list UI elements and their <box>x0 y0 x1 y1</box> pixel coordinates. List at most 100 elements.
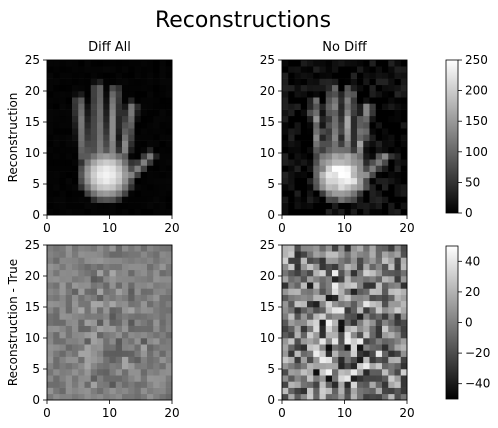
heatmap-cell <box>78 387 85 395</box>
heatmap-cell <box>382 245 389 252</box>
heatmap-cell <box>332 134 339 141</box>
heatmap-cell <box>134 294 142 302</box>
heatmap-cell <box>53 375 60 382</box>
heatmap-cell <box>344 350 352 357</box>
heatmap-cell <box>165 177 173 185</box>
heatmap-cell <box>128 66 135 73</box>
heatmap-cell <box>103 350 110 357</box>
heatmap-cell <box>115 313 123 320</box>
heatmap-cell <box>103 115 110 123</box>
heatmap-cell <box>134 393 142 401</box>
heatmap-cell <box>134 276 142 283</box>
heatmap-cell <box>375 369 383 376</box>
heatmap-cell <box>332 313 339 320</box>
heatmap-cell <box>332 115 339 123</box>
heatmap-cell <box>47 171 54 179</box>
x-tick-label: 0 <box>43 406 51 420</box>
heatmap-cell <box>288 171 295 179</box>
heatmap-cell <box>400 153 408 160</box>
heatmap-cell <box>165 109 173 117</box>
heatmap-cell <box>47 91 54 98</box>
heatmap-cell <box>165 276 173 283</box>
heatmap-cell <box>282 350 289 357</box>
heatmap-cell <box>382 263 389 271</box>
heatmap-cell <box>153 109 160 117</box>
heatmap-cell <box>357 319 364 326</box>
heatmap-cell <box>282 146 289 154</box>
heatmap-cell <box>357 269 364 277</box>
heatmap-cell <box>153 251 160 258</box>
heatmap-cell <box>59 109 67 117</box>
heatmap-cell <box>128 325 135 333</box>
heatmap-cell <box>288 91 295 98</box>
heatmap-cell <box>84 140 92 148</box>
heatmap-cell <box>282 165 289 172</box>
heatmap-cell <box>338 134 345 141</box>
heatmap-cell <box>47 177 54 185</box>
x-tick-label: 20 <box>164 221 179 235</box>
heatmap-cell <box>338 140 345 148</box>
heatmap-cell <box>140 282 148 289</box>
heatmap-cell <box>147 387 154 395</box>
heatmap-cell <box>313 300 320 308</box>
heatmap-cell <box>350 251 358 258</box>
heatmap-cell <box>369 159 377 166</box>
heatmap-cell <box>140 190 148 197</box>
heatmap-cell <box>332 103 339 110</box>
heatmap-cell <box>65 393 73 401</box>
heatmap-cell <box>400 109 408 117</box>
heatmap-cell <box>147 109 154 117</box>
heatmap-cell <box>72 362 79 370</box>
heatmap-cell <box>319 134 327 141</box>
heatmap-cell <box>332 344 339 351</box>
heatmap-cell <box>59 66 67 73</box>
heatmap-cell <box>350 134 358 141</box>
heatmap-cell <box>282 263 289 271</box>
heatmap-cell <box>103 257 110 264</box>
heatmap-cell <box>400 350 408 357</box>
heatmap-cell <box>90 375 98 382</box>
heatmap-cell <box>332 381 339 388</box>
heatmap-cell <box>313 84 320 92</box>
heatmap-cell <box>357 109 364 117</box>
heatmap-cell <box>400 381 408 388</box>
heatmap-cell <box>338 387 345 395</box>
heatmap-cell <box>78 313 85 320</box>
heatmap-cell <box>325 165 333 172</box>
heatmap-cell <box>97 190 104 197</box>
heatmap-cell <box>53 245 60 252</box>
heatmap-cell <box>53 288 60 295</box>
heatmap-cell <box>282 97 289 104</box>
heatmap-cell <box>300 393 308 401</box>
heatmap-cell <box>78 381 85 388</box>
heatmap-cell <box>369 140 377 148</box>
heatmap-cell <box>282 202 289 210</box>
heatmap-cell <box>369 251 377 258</box>
heatmap-cell <box>313 91 320 98</box>
y-tick-label: 10 <box>260 331 275 345</box>
colorbar-tick-label: 150 <box>465 114 488 128</box>
heatmap-cell <box>319 66 327 73</box>
heatmap-cell <box>400 300 408 308</box>
heatmap-cell <box>294 387 302 395</box>
heatmap-cell <box>307 263 314 271</box>
heatmap-cell <box>134 140 142 148</box>
heatmap-cell <box>382 72 389 79</box>
heatmap-cell <box>147 103 154 110</box>
heatmap-cell <box>53 202 60 210</box>
heatmap-cell <box>282 331 289 339</box>
heatmap-cell <box>319 344 327 351</box>
heatmap-cell <box>78 338 85 345</box>
heatmap-cell <box>388 109 395 117</box>
heatmap-cell <box>134 319 142 326</box>
heatmap-cell <box>350 91 358 98</box>
heatmap-cell <box>165 66 173 73</box>
heatmap-cell <box>357 393 364 401</box>
heatmap-cell <box>282 177 289 185</box>
heatmap-cell <box>147 78 154 86</box>
heatmap-cell <box>147 165 154 172</box>
heatmap-cell <box>103 109 110 117</box>
